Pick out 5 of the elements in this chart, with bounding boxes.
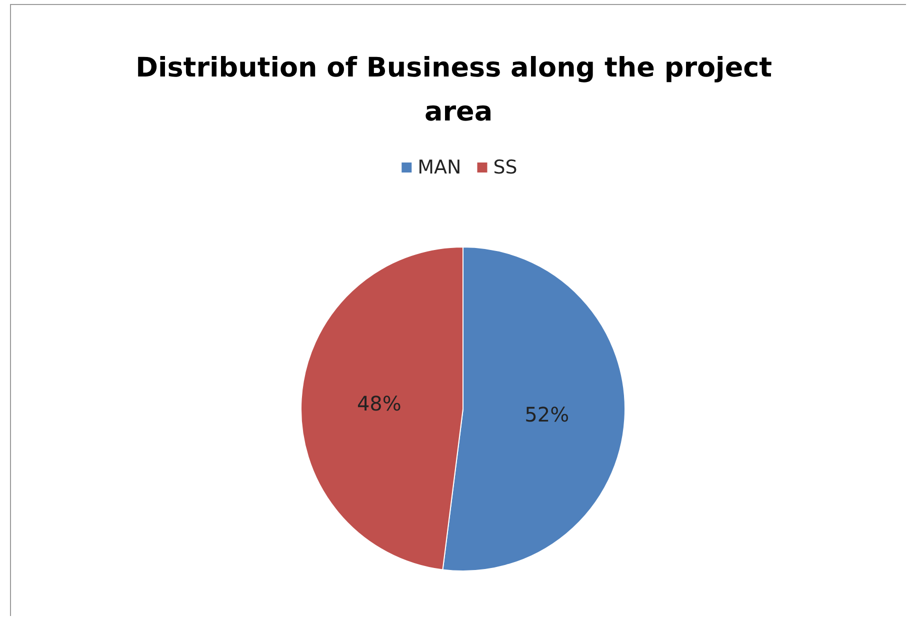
data-label: 48% xyxy=(356,392,402,416)
data-label: 52% xyxy=(524,402,570,426)
chart-title: Distribution of Business along the project area xyxy=(136,52,782,128)
legend-label: MAN xyxy=(418,156,462,178)
legend-label: SS xyxy=(493,156,518,178)
